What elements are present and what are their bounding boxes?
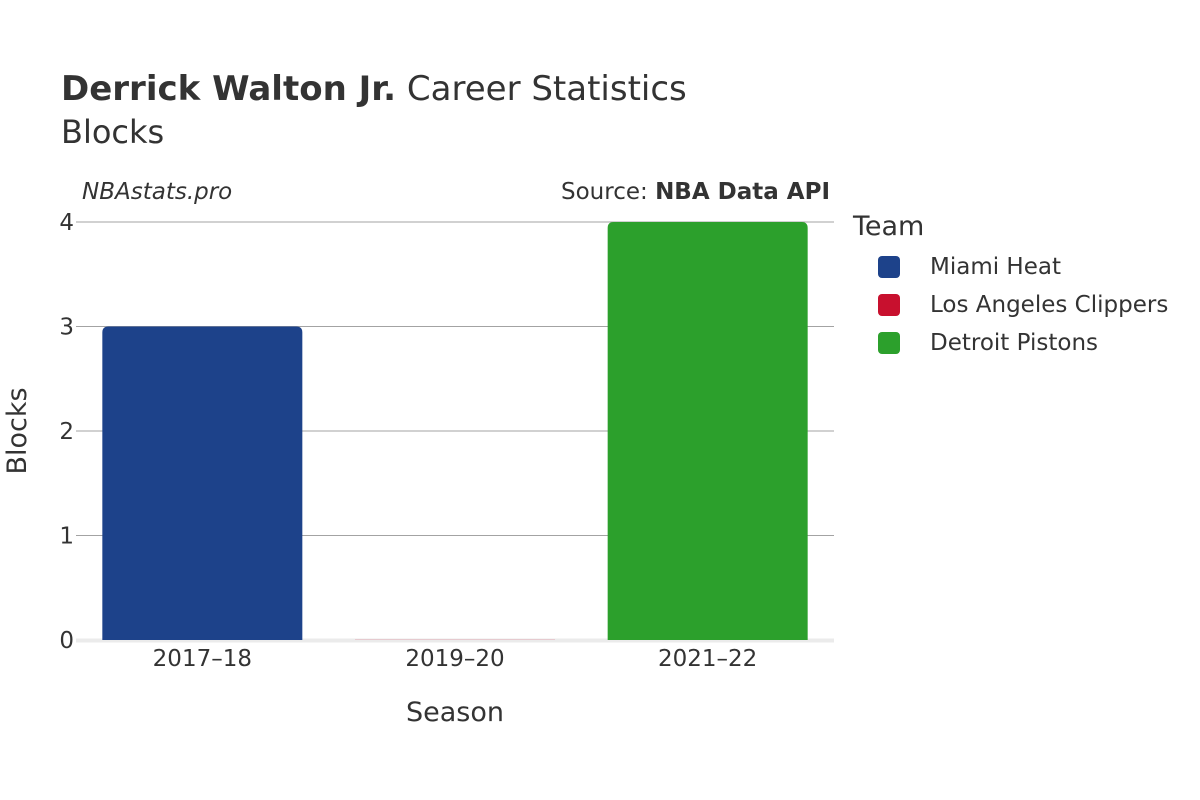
chart-subtitle: Blocks — [61, 113, 165, 151]
y-tick-label: 1 — [59, 524, 74, 550]
legend-swatch — [878, 256, 900, 278]
bar — [355, 639, 555, 640]
legend-item-los-angeles-clippers[interactable]: Los Angeles Clippers — [853, 286, 1168, 324]
source-prefix: Source: — [561, 179, 656, 205]
legend-title: Team — [853, 211, 925, 242]
legend-item-miami-heat[interactable]: Miami Heat — [853, 248, 1168, 286]
chart-title: Derrick Walton Jr. Career Statistics — [61, 68, 687, 110]
y-tick-label: 0 — [59, 628, 74, 654]
bar — [102, 326, 303, 640]
x-tick-label: 2021–22 — [658, 646, 757, 672]
legend-label: Miami Heat — [930, 254, 1061, 280]
legend-swatch — [878, 294, 900, 316]
y-tick-label: 4 — [59, 210, 74, 236]
y-tick-label: 2 — [59, 419, 74, 445]
legend-label: Detroit Pistons — [930, 330, 1099, 356]
legend: Team Miami Heat Los Angeles Clippers Det… — [853, 210, 1168, 362]
legend-item-detroit-pistons[interactable]: Detroit Pistons — [853, 324, 1168, 362]
x-tick-label: 2019–20 — [405, 646, 504, 672]
title-rest: Career Statistics — [406, 69, 687, 109]
x-axis-title: Season — [406, 697, 504, 728]
data-source: Source: NBA Data API — [561, 178, 830, 206]
player-name: Derrick Walton Jr. — [61, 69, 397, 109]
site-credit: NBAstats.pro — [82, 179, 233, 205]
y-axis-title: Blocks — [2, 387, 33, 474]
source-name: NBA Data API — [655, 179, 830, 205]
legend-label: Los Angeles Clippers — [930, 292, 1169, 318]
y-tick-label: 3 — [59, 315, 74, 341]
bar — [607, 222, 808, 640]
x-tick-label: 2017–18 — [153, 646, 252, 672]
legend-swatch — [878, 332, 900, 354]
